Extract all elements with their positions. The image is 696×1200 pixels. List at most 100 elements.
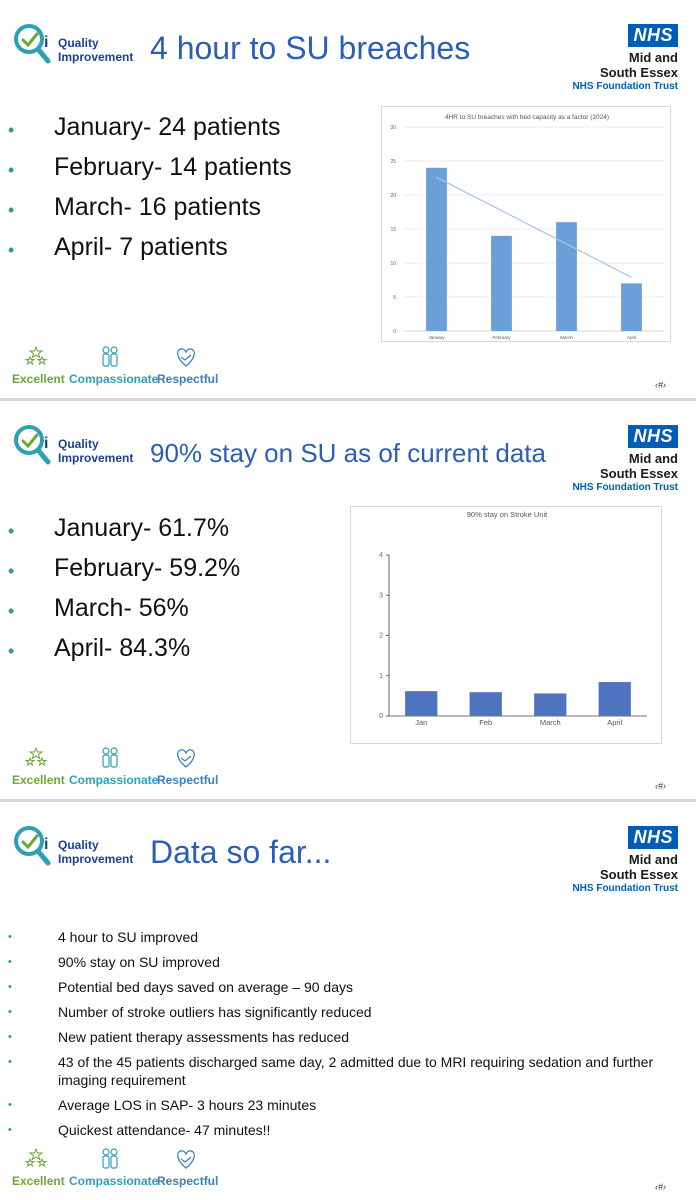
list-item: • Quickest attendance- 47 minutes!! xyxy=(8,1121,678,1139)
breaches-chart: 4HR to SU breaches with bed capacity as … xyxy=(381,106,671,342)
chart-title: 90% stay on Stroke Unit xyxy=(467,510,548,519)
y-tick-label: 0 xyxy=(393,329,396,335)
stay-chart-svg: 90% stay on Stroke Unit 0 1 2 3 4 Jan Feb March A… xyxy=(379,510,647,727)
list-item: • February- 14 patients xyxy=(8,152,292,192)
x-tick-label: March xyxy=(560,335,573,340)
nhs-badge: NHS xyxy=(628,826,678,849)
list-item-text: March- 56% xyxy=(54,594,189,622)
y-tick-label: 2 xyxy=(379,633,383,640)
nhs-trust-type: NHS Foundation Trust xyxy=(572,81,678,92)
svg-text:i: i xyxy=(44,836,48,853)
nhs-logo: NHS Mid and South Essex NHS Foundation T… xyxy=(558,826,678,894)
list-item: • January- 24 patients xyxy=(8,112,292,152)
bullet-icon: • xyxy=(8,1006,12,1018)
page-title: 90% stay on SU as of current data xyxy=(150,438,546,468)
people-icon xyxy=(102,1148,118,1169)
value-compassionate: Compassionate xyxy=(69,773,159,787)
list-item-text: February- 14 patients xyxy=(54,153,292,181)
value-excellent: Excellent xyxy=(12,1174,65,1188)
list-item: • January- 61.7% xyxy=(8,513,240,553)
trust-values: Excellent Compassionate Respectful xyxy=(12,1148,232,1188)
bar xyxy=(469,692,502,716)
qi-magnifier-icon: i xyxy=(14,826,51,866)
list-item: • New patient therapy assessments has red… xyxy=(8,1028,678,1046)
people-icon xyxy=(102,747,118,768)
list-item: • March- 16 patients xyxy=(8,192,292,232)
page-number-icon: ‹#› xyxy=(655,1182,666,1192)
qi-line2: Improvement xyxy=(58,451,134,465)
nhs-trust-name: Mid and South Essex xyxy=(558,451,678,481)
nhs-name-line2: South Essex xyxy=(599,466,678,481)
list-item-text: January- 24 patients xyxy=(54,113,281,141)
nhs-badge: NHS xyxy=(628,24,678,47)
bullet-icon: • xyxy=(8,601,15,621)
x-tick-label: April xyxy=(607,718,622,727)
value-compassionate: Compassionate xyxy=(69,372,159,386)
list-item: • April- 84.3% xyxy=(8,633,240,673)
bullet-icon: • xyxy=(8,1031,12,1043)
qi-magnifier-icon: i xyxy=(14,24,51,64)
bar xyxy=(426,167,447,331)
trust-values: Excellent Compassionate Respectful xyxy=(12,747,232,787)
qi-logo-text: Quality Improvement xyxy=(58,838,133,866)
bar xyxy=(621,283,642,331)
bullet-icon: • xyxy=(8,981,12,993)
list-item-text: January- 61.7% xyxy=(54,514,230,542)
y-tick-label: 20 xyxy=(390,193,396,199)
bar xyxy=(598,682,631,716)
nhs-badge: NHS xyxy=(628,425,678,448)
bar xyxy=(405,691,438,716)
bullet-icon: • xyxy=(8,160,15,180)
list-item-text: 4 hour to SU improved xyxy=(58,929,199,945)
qi-line1: Quality xyxy=(58,437,99,451)
bullet-icon: • xyxy=(8,1056,12,1068)
list-item-text: Potential bed days saved on average – 90… xyxy=(58,979,353,995)
stay-list: • January- 61.7% • February- 59.2% • March-… xyxy=(8,513,240,673)
trust-values: Excellent Compassionate Respectful xyxy=(12,346,232,386)
value-respectful: Respectful xyxy=(157,1174,219,1188)
y-tick-label: 5 xyxy=(393,295,396,301)
bar xyxy=(556,222,577,331)
handshake-heart-icon xyxy=(177,348,195,367)
list-item-text: New patient therapy assessments has redu… xyxy=(58,1029,350,1045)
svg-text:i: i xyxy=(44,34,48,51)
slide-stay-on-su: i Quality Improvement 90% stay on SU as … xyxy=(0,401,696,799)
page-title: Data so far... xyxy=(150,834,332,870)
nhs-name-line1: Mid and xyxy=(628,852,678,867)
qi-magnifier-icon: i xyxy=(14,425,51,465)
stars-icon xyxy=(24,747,48,767)
qi-line1: Quality xyxy=(58,36,99,50)
y-tick-label: 15 xyxy=(390,227,396,233)
qi-line2: Improvement xyxy=(58,852,134,866)
nhs-trust-name: Mid and South Essex xyxy=(558,50,678,80)
nhs-name-line1: Mid and xyxy=(628,451,678,466)
quality-improvement-logo: i Quality Improvement xyxy=(12,423,142,471)
breach-list: • January- 24 patients • February- 14 pati… xyxy=(8,112,292,272)
bar xyxy=(534,693,567,716)
list-item: • 43 of the 45 patients discharged same d… xyxy=(8,1053,678,1089)
list-item: • March- 56% xyxy=(8,593,240,633)
slide-breaches: i Quality Improvement 4 hour to SU breac… xyxy=(0,0,696,398)
stars-icon xyxy=(24,1148,48,1168)
list-item: • 90% stay on SU improved xyxy=(8,953,678,971)
list-item-text: April- 84.3% xyxy=(54,634,191,662)
bullet-icon: • xyxy=(8,200,15,220)
qi-logo-text: Quality Improvement xyxy=(58,36,133,64)
quality-improvement-logo: i Quality Improvement xyxy=(12,22,142,70)
page-number-icon: ‹#› xyxy=(655,781,666,791)
stay-chart: 90% stay on Stroke Unit 0 1 2 3 4 Jan Feb March A… xyxy=(350,506,662,744)
page-number-icon: ‹#› xyxy=(655,380,666,390)
x-tick-label: March xyxy=(540,718,561,727)
stars-icon xyxy=(24,346,48,366)
page-title: 4 hour to SU breaches xyxy=(150,30,471,66)
list-item-text: 43 of the 45 patients discharged same da… xyxy=(58,1054,654,1088)
list-item: • 4 hour to SU improved xyxy=(8,928,678,946)
svg-text:i: i xyxy=(44,435,48,452)
x-tick-label: February xyxy=(492,335,511,340)
handshake-heart-icon xyxy=(177,749,195,768)
list-item-text: February- 59.2% xyxy=(54,554,241,582)
nhs-logo: NHS Mid and South Essex NHS Foundation T… xyxy=(558,425,678,493)
trendline xyxy=(436,176,632,278)
y-tick-label: 10 xyxy=(390,261,396,267)
y-tick-label: 30 xyxy=(390,125,396,131)
